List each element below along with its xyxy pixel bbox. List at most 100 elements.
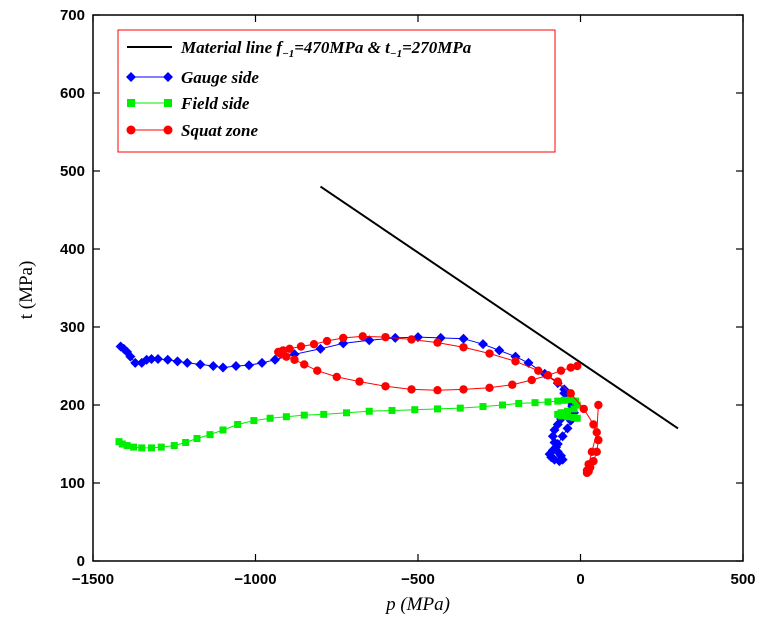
data-point: [557, 431, 568, 442]
legend-label-squat: Squat zone: [181, 121, 258, 140]
series-gauge-side: [115, 332, 579, 467]
x-tick-label: −500: [401, 571, 435, 588]
data-point: [130, 443, 138, 451]
data-point: [365, 407, 373, 415]
data-point: [218, 362, 228, 373]
data-point: [313, 366, 322, 375]
data-point: [407, 385, 416, 394]
data-point: [285, 344, 294, 354]
data-point: [566, 363, 575, 372]
data-point: [485, 383, 494, 393]
x-tick-label: 500: [730, 571, 755, 588]
data-point: [234, 421, 242, 428]
data-point: [494, 345, 505, 356]
data-point: [508, 380, 517, 389]
y-tick-label: 200: [60, 397, 85, 414]
data-point: [543, 371, 553, 380]
legend-marker-gauge: [163, 72, 173, 82]
x-tick-label: 0: [576, 571, 584, 588]
data-point: [534, 366, 543, 375]
data-point: [573, 401, 581, 409]
legend: Material line f−1=470MPa & t−1=270MPa Ga…: [117, 29, 556, 153]
data-point: [560, 409, 568, 417]
data-point: [208, 361, 219, 371]
data-point: [355, 377, 364, 386]
data-point: [511, 357, 520, 366]
data-point: [562, 423, 573, 434]
data-point: [573, 361, 582, 371]
data-point: [206, 431, 214, 439]
data-point: [339, 333, 348, 343]
series-field-side: [115, 396, 581, 452]
data-point: [257, 357, 267, 368]
data-point: [479, 403, 487, 411]
data-point: [170, 442, 178, 450]
data-point: [162, 354, 173, 365]
data-point: [584, 460, 593, 469]
data-point: [544, 398, 552, 406]
data-point: [459, 385, 468, 394]
legend-subscript: −1: [282, 48, 294, 60]
data-point: [553, 377, 562, 386]
data-point: [172, 356, 183, 367]
data-point: [219, 426, 227, 434]
y-tick-labels: 0 100 200 300 400 500 600 700: [60, 7, 85, 570]
data-point: [231, 361, 241, 371]
data-point: [123, 442, 131, 450]
x-tick-label: −1500: [72, 571, 114, 588]
data-point: [547, 445, 558, 456]
data-point: [527, 375, 536, 385]
x-axis-label: p (MPa): [384, 594, 450, 615]
data-point: [579, 404, 588, 414]
y-tick-label: 500: [60, 163, 85, 180]
legend-label-field: Field side: [180, 94, 250, 113]
data-point: [278, 346, 288, 355]
data-point: [594, 435, 603, 445]
legend-label-gauge: Gauge side: [181, 68, 259, 87]
x-tick-label: −1000: [234, 571, 276, 588]
data-point: [587, 447, 597, 456]
y-tick-label: 400: [60, 241, 85, 258]
data-point: [332, 372, 341, 382]
data-point: [485, 349, 494, 358]
data-point: [300, 360, 309, 369]
data-point: [282, 413, 290, 421]
legend-box: [117, 29, 556, 153]
data-point: [570, 413, 578, 421]
data-point: [296, 342, 306, 351]
y-tick-label: 600: [60, 85, 85, 102]
data-point: [125, 351, 136, 362]
series-layer: [115, 185, 679, 478]
data-point: [572, 397, 580, 405]
data-point: [266, 414, 274, 422]
y-tick-label: 100: [60, 475, 85, 492]
axis-ticks: [92, 14, 744, 562]
data-point: [364, 335, 375, 346]
data-point: [195, 359, 206, 370]
data-point: [343, 409, 350, 417]
data-point: [554, 397, 562, 405]
data-point: [193, 435, 201, 443]
data-point: [556, 366, 566, 375]
data-point: [358, 332, 367, 341]
data-point: [148, 444, 155, 452]
data-point: [146, 353, 157, 364]
data-point: [320, 410, 328, 418]
x-tick-labels: −1500 −1000 −500 0 500: [72, 571, 756, 588]
data-point: [499, 401, 506, 409]
data-point: [300, 411, 308, 419]
data-point: [456, 404, 464, 412]
data-point: [315, 343, 326, 354]
data-point: [381, 382, 390, 391]
legend-subscript: −1: [390, 48, 402, 60]
data-point: [552, 439, 563, 449]
data-point: [322, 336, 332, 346]
series-line: [319, 185, 679, 430]
data-point: [567, 396, 575, 404]
data-point: [411, 406, 419, 414]
data-point: [566, 389, 575, 398]
data-point: [592, 428, 601, 437]
data-point: [381, 332, 390, 342]
y-tick-label: 700: [60, 7, 85, 24]
